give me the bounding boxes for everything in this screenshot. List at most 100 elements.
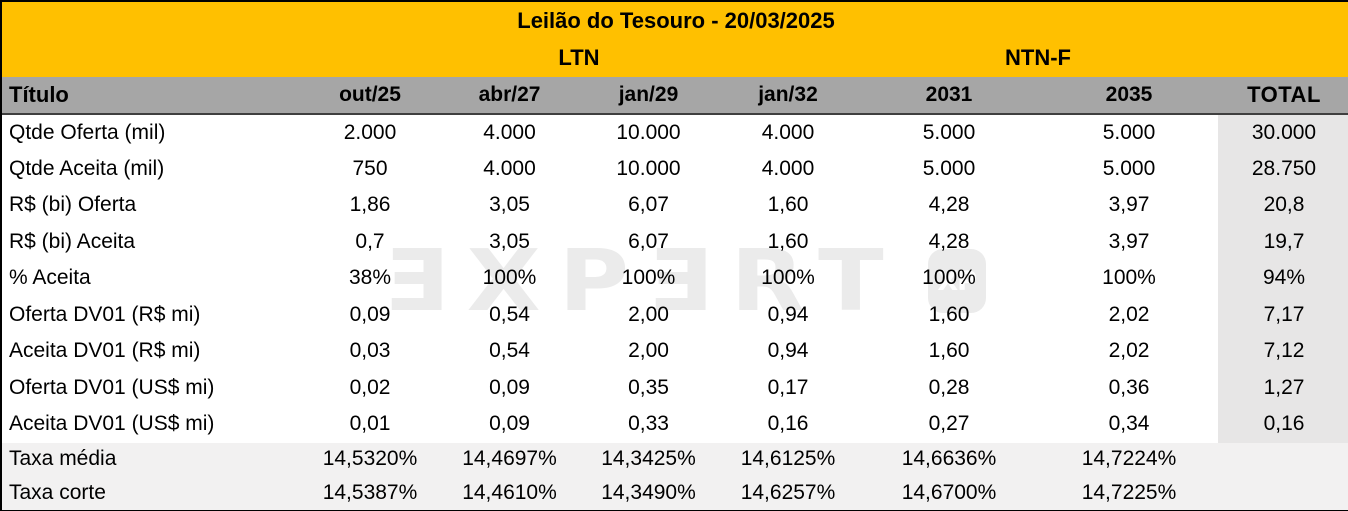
value-cell: 0,01 [349, 412, 391, 436]
column-header-2035: 2035 [1040, 77, 1218, 115]
total-cell: 19,7 [1218, 223, 1348, 260]
value-cell: 10.000 [616, 156, 681, 180]
value-cell: 3,05 [489, 193, 530, 217]
total-cell [1218, 442, 1348, 476]
value-cell: 0,02 [349, 375, 391, 399]
value-cell: 1,60 [928, 302, 970, 326]
table-title-row: Leilão do Tesouro - 20/03/2025 [2, 2, 1348, 39]
total-cell: 28.750 [1218, 150, 1348, 187]
value-cell: 1,60 [928, 339, 970, 363]
value-cell: 0,54 [489, 339, 530, 363]
table-row: Qtde Oferta (mil) 2.000 4.000 10.000 4.000 5.… [2, 114, 1348, 151]
value-cell: 100% [761, 266, 815, 290]
value-cell: 5.000 [1102, 156, 1156, 180]
page-title: Leilão do Tesouro - 20/03/2025 [2, 2, 1348, 39]
value-cell: 14,7225% [1040, 476, 1218, 510]
value-cell: 4,28 [928, 229, 970, 253]
value-cell: 750 [352, 156, 388, 180]
value-cell: 3,05 [489, 229, 530, 253]
column-header-jan32: jan/32 [718, 77, 858, 115]
value-cell: 0,28 [928, 375, 970, 399]
value-cell: 0,09 [489, 375, 530, 399]
value-cell: 6,07 [628, 229, 669, 253]
row-label: R$ (bi) Aceita [9, 229, 136, 253]
total-cell: 0,16 [1218, 406, 1348, 443]
value-cell: 6,07 [628, 193, 669, 217]
column-header-row: Título out/25 abr/27 jan/29 jan/32 2031 … [2, 77, 1348, 115]
value-cell: 2,00 [628, 302, 669, 326]
column-header-total: TOTAL [1218, 77, 1348, 115]
value-cell: 100% [621, 266, 676, 290]
column-header-2031: 2031 [858, 77, 1040, 115]
empty-group-cell [1218, 39, 1348, 77]
value-cell: 0,36 [1108, 375, 1150, 399]
row-label: Oferta DV01 (R$ mi) [9, 302, 201, 326]
value-cell: 1,86 [349, 193, 391, 217]
column-header-titulo: Título [2, 77, 300, 115]
value-cell: 14,6257% [718, 476, 858, 510]
value-cell: 0,17 [767, 375, 809, 399]
total-cell: 20,8 [1218, 187, 1348, 224]
table-row: Oferta DV01 (R$ mi) 0,09 0,54 2,00 0,94 1,60 2… [2, 296, 1348, 333]
value-cell: 0,35 [628, 375, 669, 399]
value-cell: 100% [922, 266, 976, 290]
value-cell: 4.000 [483, 120, 536, 144]
value-cell: 14,5387% [300, 476, 440, 510]
table-row: Oferta DV01 (US$ mi) 0,02 0,09 0,35 0,17 0,28… [2, 369, 1348, 406]
value-cell: 0,09 [349, 302, 391, 326]
value-cell: 14,3425% [579, 442, 718, 476]
table-row: R$ (bi) Oferta 1,86 3,05 6,07 1,60 4,28 3,97 20… [2, 187, 1348, 224]
table-row: Aceita DV01 (R$ mi) 0,03 0,54 2,00 0,94 1,60 2… [2, 333, 1348, 370]
value-cell: 4.000 [761, 156, 815, 180]
table-row: R$ (bi) Aceita 0,7 3,05 6,07 1,60 4,28 3,97 19,… [2, 223, 1348, 260]
value-cell: 1,60 [767, 229, 809, 253]
value-cell: 0,94 [767, 339, 809, 363]
value-cell: 0,34 [1108, 412, 1150, 436]
value-cell: 100% [482, 266, 537, 290]
empty-group-cell [2, 39, 300, 77]
value-cell: 10.000 [616, 120, 681, 144]
value-cell: 4.000 [761, 120, 815, 144]
value-cell: 5.000 [1102, 120, 1156, 144]
row-label: Taxa corte [2, 476, 300, 510]
value-cell: 14,5320% [300, 442, 440, 476]
value-cell: 2,02 [1108, 339, 1150, 363]
value-cell: 2,02 [1108, 302, 1150, 326]
value-cell: 0,7 [355, 229, 385, 253]
value-cell: 3,97 [1108, 229, 1150, 253]
table-row: Qtde Aceita (mil) 750 4.000 10.000 4.000 5.00… [2, 150, 1348, 187]
value-cell: 4,28 [928, 193, 970, 217]
column-header-jan29: jan/29 [579, 77, 718, 115]
value-cell: 0,16 [767, 412, 809, 436]
value-cell: 2,00 [628, 339, 669, 363]
row-label: Qtde Oferta (mil) [9, 120, 166, 144]
total-cell: 94% [1218, 260, 1348, 297]
value-cell: 14,7224% [1040, 442, 1218, 476]
value-cell: 38% [348, 266, 392, 290]
bond-group-header-row: LTN NTN-F [2, 39, 1348, 77]
value-cell: 0,94 [767, 302, 809, 326]
table-row: Taxa corte 14,5387% 14,4610% 14,3490% 14,625… [2, 476, 1348, 510]
value-cell: 0,27 [928, 412, 970, 436]
row-label: Aceita DV01 (US$ mi) [9, 412, 215, 436]
value-cell: 1,60 [767, 193, 809, 217]
value-cell: 14,6700% [858, 476, 1040, 510]
value-cell: 0,09 [489, 412, 530, 436]
column-header-out25: out/25 [300, 77, 440, 115]
row-label: Taxa média [2, 442, 300, 476]
value-cell: 5.000 [922, 156, 976, 180]
column-header-abr27: abr/27 [440, 77, 579, 115]
total-cell: 7,12 [1218, 333, 1348, 370]
value-cell: 3,97 [1108, 193, 1150, 217]
row-label: Aceita DV01 (R$ mi) [9, 339, 201, 363]
total-cell [1218, 476, 1348, 510]
table-row: % Aceita 38% 100% 100% 100% 100% 100% 94% [2, 260, 1348, 297]
value-cell: 0,33 [628, 412, 669, 436]
table-row: Taxa média 14,5320% 14,4697% 14,3425% 14,612… [2, 442, 1348, 476]
table-row: Aceita DV01 (US$ mi) 0,01 0,09 0,33 0,16 0,27… [2, 406, 1348, 443]
total-cell: 30.000 [1218, 114, 1348, 151]
value-cell: 14,4610% [440, 476, 579, 510]
value-cell: 14,6636% [858, 442, 1040, 476]
